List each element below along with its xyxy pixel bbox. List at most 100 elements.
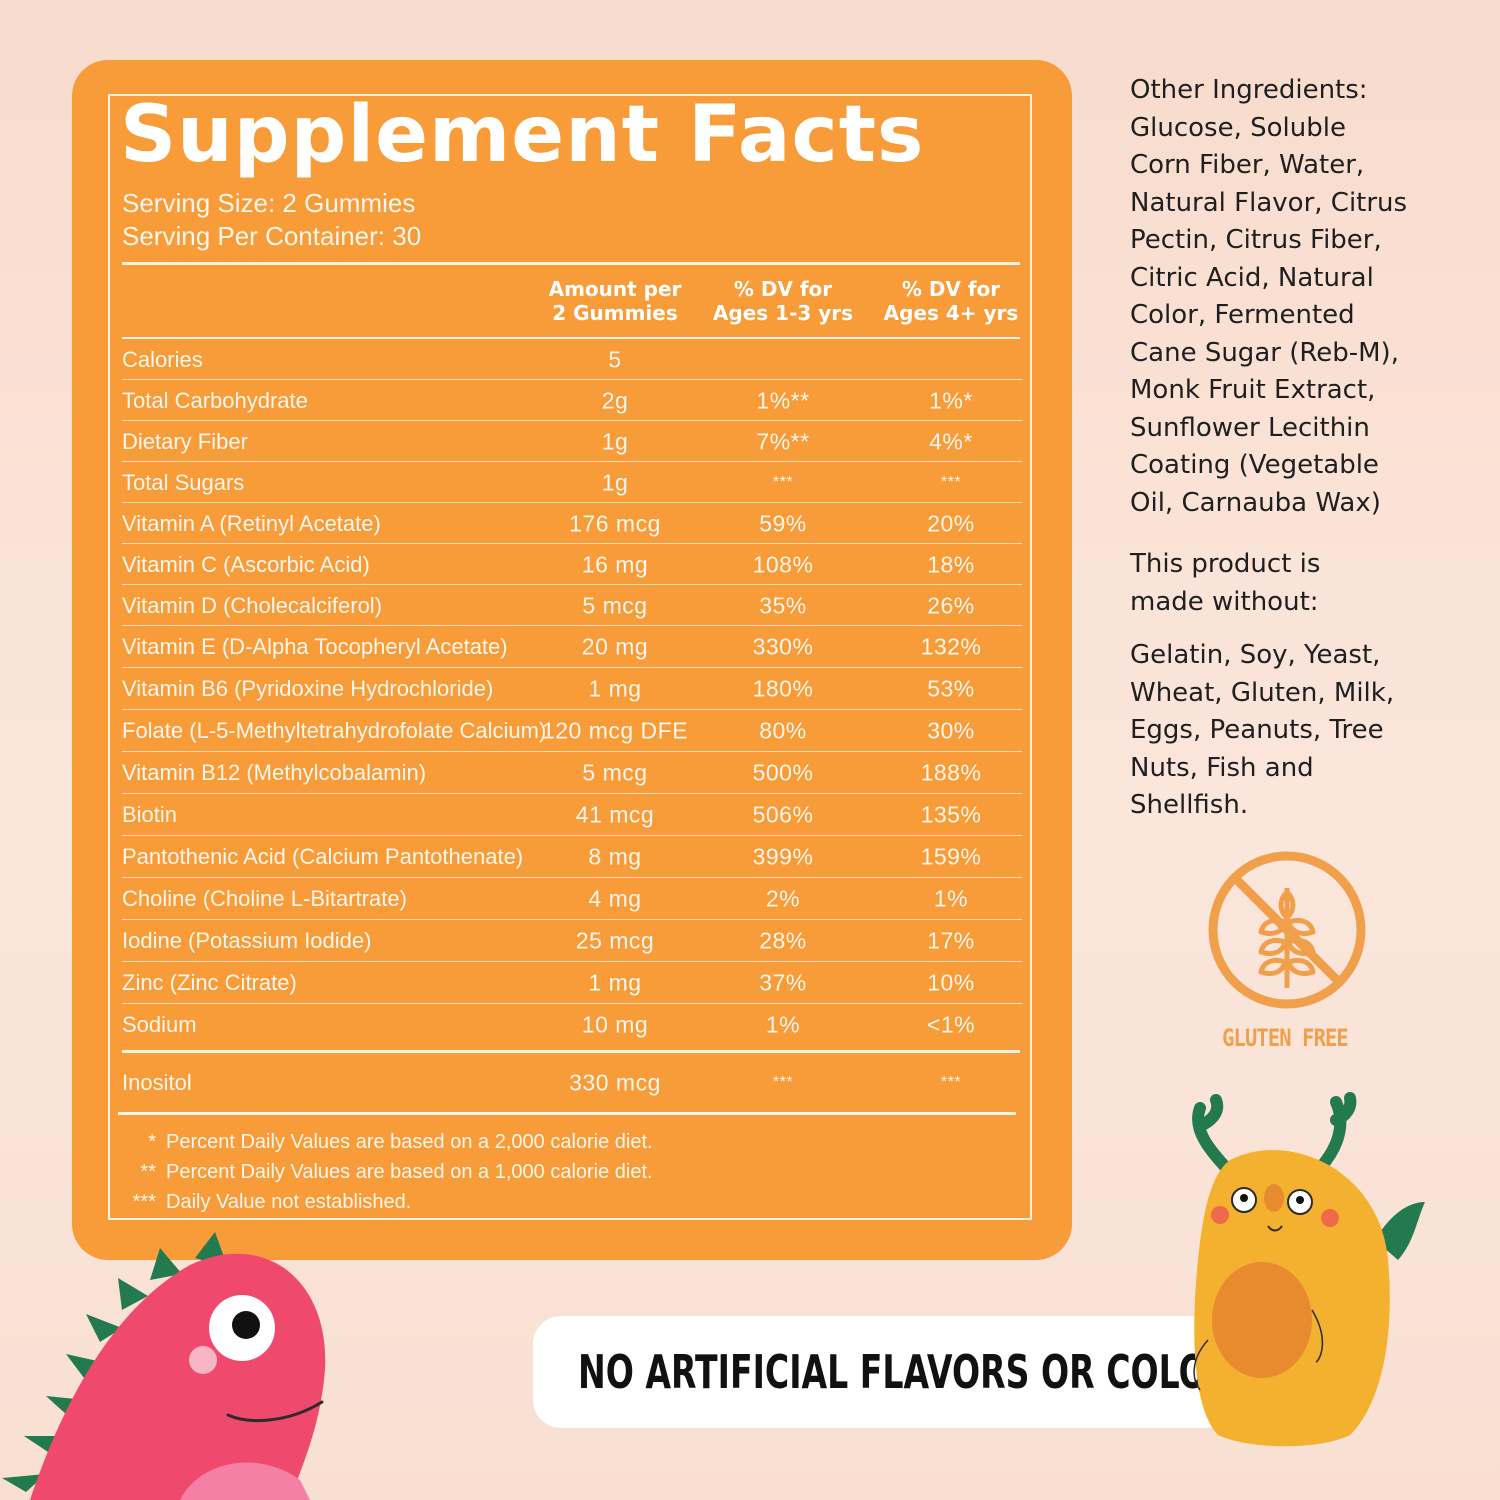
banner-text: NO ARTIFICIAL FLAVORS OR COLORS [578, 1345, 1257, 1399]
row-divider [122, 543, 1022, 544]
row-divider [122, 961, 1022, 962]
text-line: Corn Fiber, Water, [1130, 150, 1365, 180]
nutrient-dv-4plus: 159% [920, 843, 982, 870]
supplement-facts-panel: Supplement Facts Serving Size: 2 Gummies… [72, 60, 1072, 1260]
table-row: Vitamin B12 (Methylcobalamin) 5 mcg 500% 18… [72, 752, 1072, 794]
nutrient-dv-1-3: 399% [752, 843, 814, 870]
row-divider [122, 793, 1022, 794]
text-line: Natural Flavor, Citrus [1130, 187, 1408, 218]
table-row-inositol: Inositol 330 mcg *** *** [72, 1060, 1072, 1106]
nutrient-name: Folate (L-5-Methyltetrahydrofolate Calci… [122, 718, 547, 743]
table-row: Vitamin C (Ascorbic Acid) 16 mg 108% 18% [72, 544, 1072, 585]
nutrient-amount: 1 mg [588, 675, 642, 702]
nutrient-dv-1-3: 80% [759, 717, 807, 744]
header-dv-1-3: % DV for Ages 1-3 yrs [712, 277, 854, 325]
nutrient-amount: 176 mcg [569, 510, 661, 536]
table-row: Iodine (Potassium Iodide) 25 mcg 28% 17% [72, 920, 1072, 962]
table-row: Total Carbohydrate 2g 1%** 1%* [72, 380, 1072, 421]
table-row: Choline (Choline L-Bitartrate) 4 mg 2% 1% [72, 878, 1072, 920]
nutrient-dv-4plus: 132% [920, 633, 982, 660]
nutrient-dv-4plus: 30% [927, 717, 975, 744]
nutrient-dv-4plus: 188% [920, 759, 982, 786]
nutrient-amount: 20 mg [581, 633, 649, 660]
text-line: Sunflower Lecithin [1130, 412, 1370, 443]
nutrient-dv-1-3: 1% [765, 1011, 801, 1038]
serving-size: Serving Size: 2 Gummies [122, 188, 416, 218]
nutrient-amount: 5 mcg [582, 759, 648, 786]
nutrient-dv-4plus: <1% [926, 1011, 976, 1038]
text-line: Glucose, Soluble [1130, 112, 1346, 143]
footnote-double-star: ** Percent Daily Values are based on a 1,… [140, 1161, 653, 1183]
nutrient-name: Biotin [122, 802, 178, 827]
text-line: Shellfish. [1130, 790, 1249, 820]
nutrient-dv-1-3: 500% [752, 759, 814, 786]
text-line: Gelatin, Soy, Yeast, [1130, 640, 1381, 670]
nutrient-amount: 41 mcg [575, 801, 655, 828]
gluten-free-label: GLUTEN FREE [1222, 1024, 1349, 1052]
nutrient-dv-4plus: 10% [927, 969, 975, 996]
nutrient-dv-1-3: 108% [752, 551, 814, 577]
table-row: Vitamin D (Cholecalciferol) 5 mcg 35% 26% [72, 585, 1072, 626]
table-row: Zinc (Zinc Citrate) 1 mg 37% 10% [72, 962, 1072, 1004]
gluten-free-wheat-icon [1208, 851, 1366, 1009]
row-divider [122, 379, 1022, 380]
text-line: Cane Sugar (Reb-M), [1130, 337, 1399, 368]
nutrient-dv-1-3: 1%** [756, 387, 810, 413]
row-divider [122, 709, 1022, 710]
nutrient-dv-1-3: 37% [759, 969, 807, 996]
nutrient-name: Vitamin A (Retinyl Acetate) [122, 510, 381, 536]
nutrient-dv-4plus: 18% [927, 551, 975, 577]
row-divider [122, 919, 1022, 920]
nutrient-dv-4plus: 135% [920, 801, 982, 828]
text-line: Pectin, Citrus Fiber, [1130, 225, 1382, 255]
nutrient-dv-4plus: 26% [927, 592, 975, 618]
made-without-heading: This product is made without: [1130, 546, 1460, 621]
nutrient-dv-1-3: 28% [759, 927, 807, 954]
nutrient-dv-4plus: 4%* [929, 428, 973, 454]
table-row: Vitamin A (Retinyl Acetate) 176 mcg 59% 20% [72, 503, 1072, 544]
nutrient-dv-4plus: 1%* [929, 387, 973, 413]
text-line: Eggs, Peanuts, Tree [1130, 715, 1384, 745]
nutrient-amount: 1 mg [588, 969, 642, 996]
nutrient-amount: 1g [601, 428, 629, 454]
footnote-triple-star: *** Daily Value not established. [132, 1191, 412, 1213]
nutrient-dv-1-3: 35% [759, 592, 807, 618]
section-rule [122, 1050, 1020, 1053]
table-row: Vitamin E (D-Alpha Tocopheryl Acetate) 20… [72, 626, 1072, 668]
nutrient-amount: 5 [608, 346, 622, 373]
table-row: Biotin 41 mcg 506% 135% [72, 794, 1072, 836]
nutrient-name: Calories [122, 347, 203, 372]
header-rule [122, 262, 1020, 265]
nutrient-dv-1-3: 2% [765, 885, 801, 912]
text-line: Citric Acid, Natural [1130, 262, 1374, 293]
nutrient-name: Choline (Choline L-Bitartrate) [122, 886, 407, 911]
text-line: Other Ingredients: [1130, 75, 1368, 105]
nutrient-dv-1-3: 59% [759, 510, 807, 536]
servings-per-container: Serving Per Container: 30 [122, 221, 422, 251]
nutrient-amount: 2g [601, 387, 629, 413]
yellow-monster-mascot [1192, 1092, 1425, 1447]
row-divider [122, 420, 1022, 421]
facts-title: Supplement Facts [120, 90, 925, 180]
nutrient-name: Total Sugars [122, 469, 245, 495]
table-row: Sodium 10 mg 1% <1% [72, 1004, 1072, 1046]
text-line: Oil, Carnauba Wax) [1130, 487, 1381, 518]
text-line: This product is [1130, 549, 1321, 579]
made-without-list: Gelatin, Soy, Yeast, Wheat, Gluten, Milk,… [1130, 637, 1460, 825]
nutrient-amount: 120 mcg DFE [541, 717, 689, 744]
nutrient-dv-1-3: 180% [752, 675, 814, 702]
nutrient-dv-1-3: *** [772, 473, 794, 491]
text-line: Wheat, Gluten, Milk, [1130, 677, 1395, 708]
nutrient-dv-4plus: 53% [927, 675, 975, 702]
table-row: Folate (L-5-Methyltetrahydrofolate Calci… [72, 710, 1072, 752]
text-line: Monk Fruit Extract, [1130, 375, 1376, 405]
nutrient-dv-4plus: 1% [933, 885, 969, 912]
nutrient-dv-4plus: *** [940, 473, 962, 491]
table-row: Total Sugars 1g *** *** [72, 462, 1072, 503]
nutrient-dv-4plus: 20% [927, 510, 975, 536]
nutrient-amount: 10 mg [581, 1011, 649, 1038]
footnote-single-star: * Percent Daily Values are based on a 2,0… [148, 1131, 653, 1153]
nutrient-dv-1-3: 506% [752, 801, 814, 828]
nutrient-name: Pantothenic Acid (Calcium Pantothenate) [122, 844, 524, 869]
row-divider [122, 461, 1022, 462]
